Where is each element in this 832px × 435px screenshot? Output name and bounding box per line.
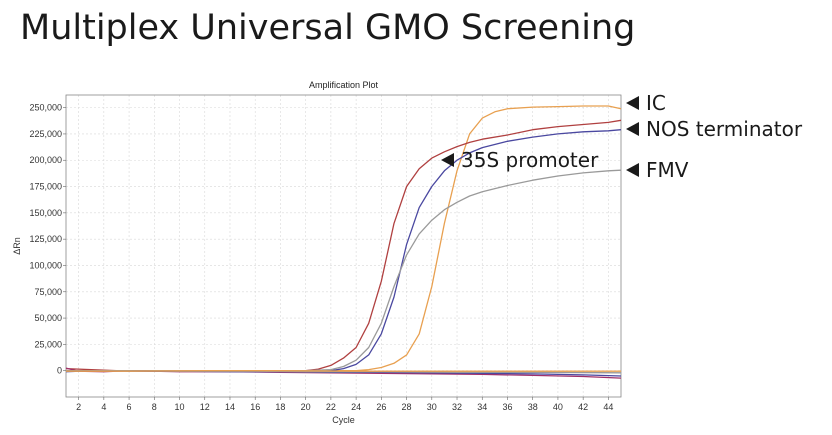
y-axis-label: ΔRn	[12, 237, 22, 255]
series-line-fmv	[66, 169, 622, 372]
x-tick-label: 4	[101, 402, 106, 412]
x-tick-label: 30	[427, 402, 437, 412]
series-lines	[65, 105, 622, 379]
series-line-baseline-7	[66, 370, 621, 372]
y-tick-label: 100,000	[29, 260, 62, 270]
y-tick-label: 225,000	[29, 129, 62, 139]
y-tick-label: 175,000	[29, 182, 62, 192]
y-tick-label: 250,000	[29, 103, 62, 113]
grid	[66, 95, 621, 397]
x-tick-label: 10	[175, 402, 185, 412]
x-tick-label: 18	[275, 402, 285, 412]
x-tick-label: 12	[200, 402, 210, 412]
y-tick-label: 125,000	[29, 234, 62, 244]
x-tick-label: 44	[603, 402, 613, 412]
annotation-label-35s-promoter: 35S promoter	[461, 148, 599, 172]
annotation-arrow-fmv-icon	[626, 163, 639, 177]
x-tick-label: 26	[376, 402, 386, 412]
annotation-arrow-nos-terminator-icon	[626, 122, 639, 136]
annotation-label-ic: IC	[646, 91, 666, 115]
annotation-label-nos-terminator: NOS terminator	[646, 117, 803, 141]
annotation-label-fmv: FMV	[646, 158, 689, 182]
y-tick-label: 0	[57, 366, 62, 376]
y-tick-label: 50,000	[34, 313, 62, 323]
x-tick-label: 14	[225, 402, 235, 412]
x-tick-label: 16	[250, 402, 260, 412]
series-line-ic	[66, 105, 622, 372]
x-tick-label: 22	[326, 402, 336, 412]
series-line-baseline-4	[65, 367, 622, 379]
x-tick-label: 28	[402, 402, 412, 412]
x-tick-label: 6	[127, 402, 132, 412]
x-tick-label: 36	[502, 402, 512, 412]
annotation-arrow-35s-promoter-icon	[441, 153, 454, 167]
chart-title: Amplification Plot	[309, 80, 379, 90]
x-tick-label: 40	[553, 402, 563, 412]
x-tick-label: 32	[452, 402, 462, 412]
y-tick-label: 75,000	[34, 287, 62, 297]
x-axis-ticks: 2 4 6 8 10 12 14 16 18 20 22 24 26 28 30 32 34 36 38 40 42 44	[76, 397, 613, 412]
annotation-arrow-ic-icon	[626, 96, 639, 110]
x-tick-label: 42	[578, 402, 588, 412]
y-tick-label: 200,000	[29, 155, 62, 165]
plot-frame	[65, 94, 622, 398]
x-tick-label: 2	[76, 402, 81, 412]
y-tick-label: 25,000	[34, 339, 62, 349]
x-axis-label: Cycle	[332, 415, 355, 425]
x-tick-label: 20	[301, 402, 311, 412]
y-tick-label: 150,000	[29, 208, 62, 218]
x-tick-label: 8	[152, 402, 157, 412]
page-title: Multiplex Universal GMO Screening	[20, 8, 636, 48]
x-tick-label: 38	[528, 402, 538, 412]
x-tick-label: 34	[477, 402, 487, 412]
x-tick-label: 24	[351, 402, 361, 412]
y-axis-ticks: 0 25,000 50,000 75,000 100,000 125,000 150,000…	[29, 103, 66, 376]
